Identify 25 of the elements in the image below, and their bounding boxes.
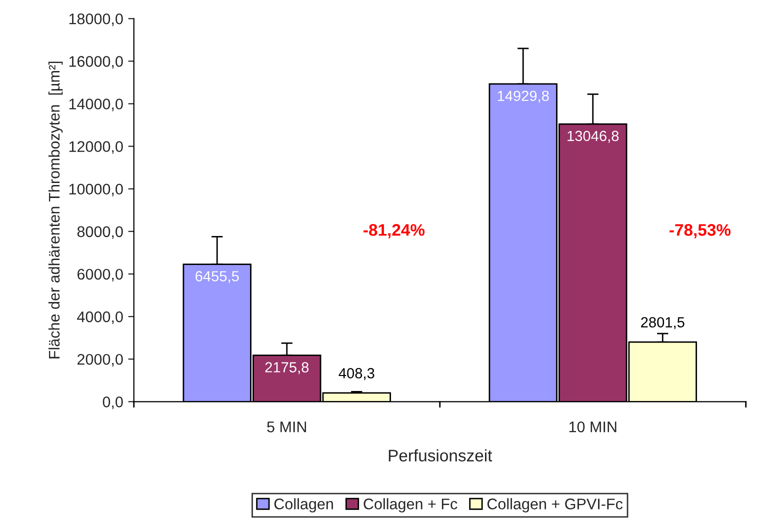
- y-tick-label: 2000,0: [78, 354, 123, 367]
- legend-label: Collagen + GPVI-Fc: [487, 498, 623, 512]
- x-axis-title: Perfusionszeit: [388, 449, 492, 462]
- data-label: 13046,8: [568, 130, 619, 143]
- data-label: 2801,5: [641, 317, 684, 330]
- y-tick-label: 16000,0: [69, 56, 123, 69]
- data-label: 14929,8: [498, 90, 549, 103]
- x-tick-label: 5 MIN: [267, 422, 306, 432]
- y-tick-label: 18000,0: [69, 13, 123, 26]
- y-tick-label: 6000,0: [78, 268, 123, 282]
- y-tick-label: 8000,0: [77, 226, 123, 239]
- legend-label: Collagen: [274, 498, 333, 512]
- y-tick-label: 12000,0: [69, 141, 123, 154]
- legend-label: Collagen + Fc: [364, 498, 458, 512]
- x-tick-label: 10 MIN: [569, 422, 616, 432]
- data-label: 6455,5: [196, 271, 239, 284]
- annotation: -78,53%: [670, 224, 731, 238]
- annotation: -81,24%: [364, 224, 425, 238]
- data-label: 2175,8: [265, 362, 309, 374]
- y-tick-label: 0,0: [102, 396, 123, 410]
- data-label: 408,3: [338, 368, 374, 380]
- y-tick-label: 14000,0: [69, 98, 123, 112]
- y-axis-title: Fläche der adhärenten Thrombozyten [µm²]: [48, 62, 63, 358]
- y-tick-label: 4000,0: [77, 311, 123, 324]
- y-tick-label: 10000,0: [69, 184, 123, 196]
